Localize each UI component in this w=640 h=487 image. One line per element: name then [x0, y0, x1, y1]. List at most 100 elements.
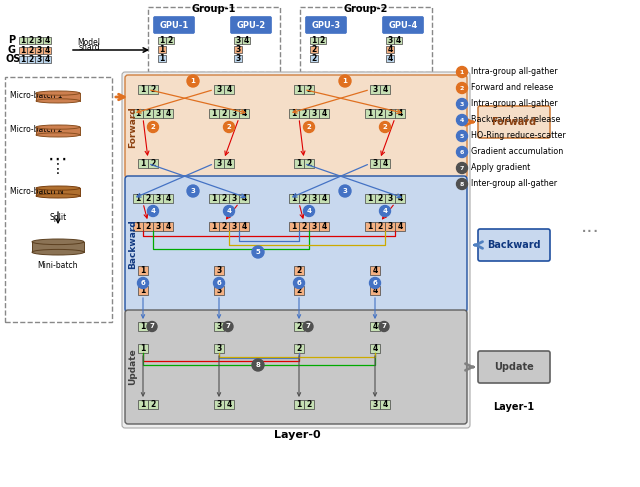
Text: 1: 1	[312, 36, 317, 45]
Text: 4: 4	[150, 208, 156, 214]
Text: Backward: Backward	[129, 219, 138, 269]
Text: Layer-0: Layer-0	[274, 430, 320, 440]
Bar	[209, 222, 219, 231]
Ellipse shape	[32, 249, 84, 255]
Text: 3: 3	[36, 55, 42, 64]
Text: 3: 3	[36, 36, 42, 45]
Text: 2: 2	[145, 109, 150, 118]
Bar	[153, 222, 163, 231]
Bar	[234, 37, 242, 44]
Text: OS: OS	[6, 54, 21, 64]
Text: 7: 7	[150, 323, 154, 330]
Bar	[36, 127, 80, 135]
Text: 1: 1	[140, 400, 146, 409]
Bar	[229, 194, 239, 203]
Text: GPU-3: GPU-3	[312, 20, 340, 30]
Text: 2: 2	[221, 109, 227, 118]
Text: 2: 2	[378, 109, 383, 118]
Bar	[214, 400, 224, 409]
Circle shape	[380, 206, 390, 217]
Text: 2: 2	[301, 109, 307, 118]
Bar	[163, 109, 173, 118]
Bar	[289, 222, 299, 231]
Text: Micro-batch 2: Micro-batch 2	[10, 126, 63, 134]
Text: 7: 7	[381, 323, 387, 330]
Circle shape	[303, 321, 313, 332]
Circle shape	[380, 121, 390, 132]
Text: GPU-2: GPU-2	[236, 20, 266, 30]
Bar	[304, 159, 314, 168]
Bar	[365, 194, 375, 203]
Text: Forward and release: Forward and release	[471, 83, 553, 93]
Text: 4: 4	[321, 109, 326, 118]
Text: 4: 4	[165, 222, 171, 231]
Circle shape	[303, 206, 314, 217]
Bar	[32, 242, 84, 252]
Bar	[158, 55, 166, 62]
FancyBboxPatch shape	[125, 75, 467, 178]
Text: 1: 1	[342, 78, 348, 84]
Bar	[148, 7, 280, 72]
Bar	[385, 109, 395, 118]
Bar	[43, 56, 51, 63]
Text: 1: 1	[140, 286, 146, 295]
Bar	[370, 322, 380, 331]
Text: GPU-4: GPU-4	[388, 20, 418, 30]
Text: 3: 3	[232, 109, 237, 118]
Bar	[133, 109, 143, 118]
Text: 2: 2	[378, 222, 383, 231]
Circle shape	[339, 75, 351, 87]
Text: 4: 4	[397, 194, 403, 203]
Text: 3: 3	[156, 109, 161, 118]
Bar	[138, 286, 148, 295]
Bar	[158, 46, 166, 53]
Text: 1: 1	[20, 55, 26, 64]
FancyBboxPatch shape	[125, 176, 467, 312]
Bar	[138, 400, 148, 409]
Circle shape	[252, 246, 264, 258]
Text: 4: 4	[44, 36, 50, 45]
Bar	[370, 85, 380, 94]
Circle shape	[456, 131, 467, 142]
Bar	[133, 194, 143, 203]
Bar	[395, 222, 405, 231]
Text: 2: 2	[319, 36, 324, 45]
Circle shape	[456, 147, 467, 157]
FancyBboxPatch shape	[383, 17, 424, 34]
Text: 4: 4	[397, 222, 403, 231]
Text: 1: 1	[140, 159, 146, 168]
Bar	[386, 37, 394, 44]
Text: 2: 2	[150, 124, 156, 130]
FancyBboxPatch shape	[125, 310, 467, 424]
Text: shard: shard	[78, 43, 100, 52]
Text: 3: 3	[232, 222, 237, 231]
Bar	[385, 194, 395, 203]
Text: 4: 4	[372, 266, 378, 275]
Text: HO-Ring reduce-scatter: HO-Ring reduce-scatter	[471, 131, 566, 141]
Circle shape	[456, 98, 467, 110]
Bar	[133, 222, 143, 231]
Text: 3: 3	[236, 54, 241, 63]
Bar	[239, 194, 249, 203]
Bar	[148, 400, 158, 409]
Text: 2: 2	[296, 344, 301, 353]
Text: 3: 3	[387, 194, 392, 203]
Bar	[310, 55, 318, 62]
Text: ⋮: ⋮	[51, 162, 65, 176]
Bar	[294, 286, 304, 295]
Text: Backward and release: Backward and release	[471, 115, 561, 125]
Text: Update: Update	[494, 362, 534, 372]
Bar	[375, 222, 385, 231]
Bar	[299, 194, 309, 203]
Bar	[370, 286, 380, 295]
Bar	[214, 322, 224, 331]
Text: 1: 1	[291, 222, 296, 231]
Ellipse shape	[36, 125, 80, 129]
Bar	[224, 159, 234, 168]
FancyBboxPatch shape	[230, 17, 271, 34]
Bar	[224, 85, 234, 94]
Text: Gradient accumulation: Gradient accumulation	[471, 148, 563, 156]
Text: 2: 2	[28, 55, 34, 64]
Circle shape	[303, 121, 314, 132]
Bar	[289, 194, 299, 203]
